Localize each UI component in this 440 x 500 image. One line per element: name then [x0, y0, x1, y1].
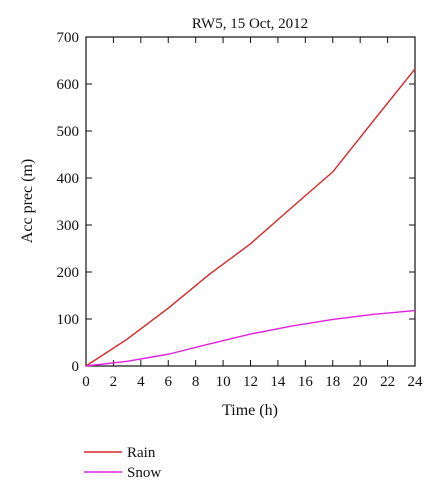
y-tick-label: 100: [57, 312, 80, 328]
series-line-snow: [85, 309, 416, 367]
plot-frame: [85, 36, 416, 367]
x-tick-label: 0: [82, 374, 90, 390]
y-tick-label: 300: [57, 218, 80, 234]
x-tick-label: 12: [243, 374, 258, 390]
legend: Rain Snow: [84, 445, 161, 481]
x-tick-label: 8: [192, 374, 200, 390]
y-tick-label: 200: [57, 265, 80, 281]
x-tick-label: 22: [380, 374, 395, 390]
plot-area: 0 2 4 6 8 10 12 14 16 18 20 22 240100200300400500600…: [57, 30, 424, 390]
x-tick-label: 16: [298, 374, 314, 390]
x-tick-label: 6: [165, 374, 173, 390]
y-axis-title: Acc prec (m): [19, 159, 36, 243]
x-tick-label: 10: [216, 374, 231, 390]
x-tick-label: 4: [137, 374, 145, 390]
legend-label-rain: Rain: [127, 445, 156, 461]
chart-title: RW5, 15 Oct, 2012: [192, 16, 308, 32]
x-tick-label: 24: [408, 374, 424, 390]
y-tick-label: 400: [57, 171, 80, 187]
y-tick-label: 700: [57, 30, 80, 46]
legend-label-snow: Snow: [127, 465, 161, 481]
y-tick-label: 600: [57, 77, 80, 93]
x-axis-title: Time (h): [222, 402, 278, 419]
y-tick-label: 0: [72, 359, 80, 375]
series-line-rain: [85, 68, 416, 367]
x-tick-label: 14: [270, 374, 286, 390]
y-tick-label: 500: [57, 124, 80, 140]
x-tick-label: 18: [325, 374, 340, 390]
x-tick-label: 20: [353, 374, 368, 390]
x-tick-label: 2: [110, 374, 118, 390]
